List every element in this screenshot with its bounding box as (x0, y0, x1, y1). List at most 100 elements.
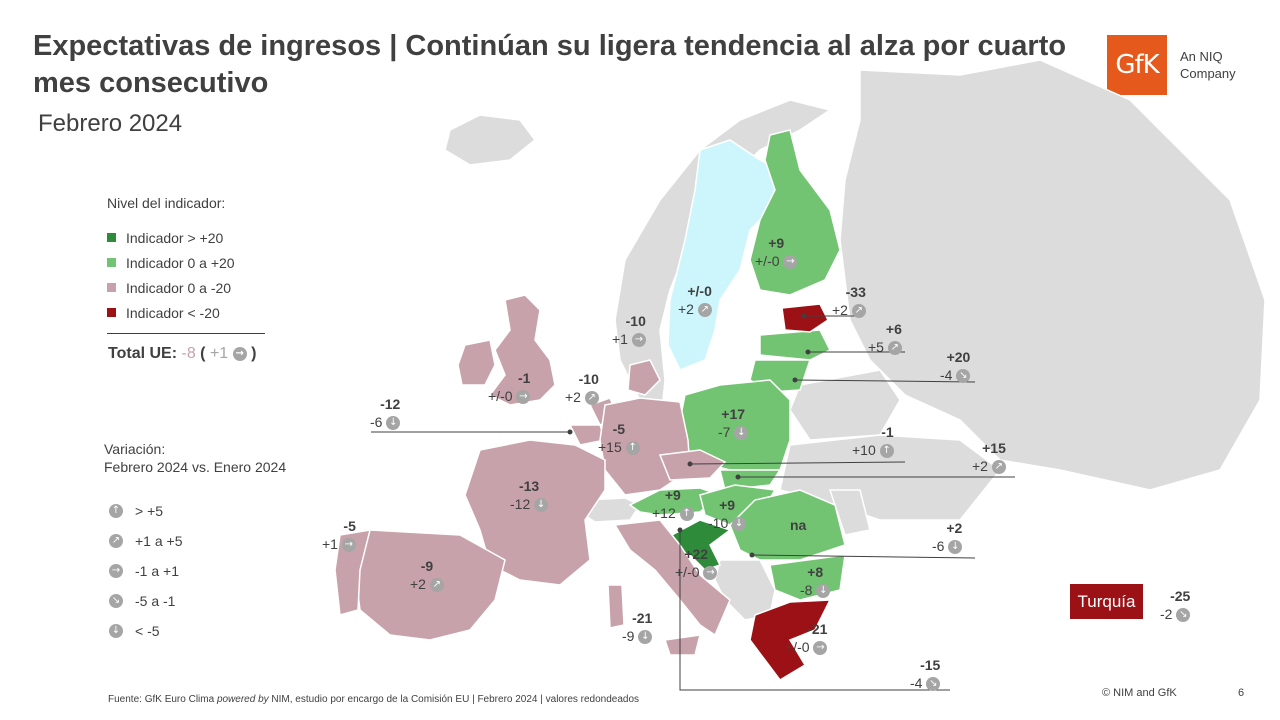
leader-romania (751, 554, 976, 559)
country-change-row: +2 ↗ (972, 457, 1006, 475)
arrow-right-icon: → (703, 566, 718, 581)
country-value: -10 (625, 313, 646, 329)
portugal-region (334, 529, 372, 616)
country-change-row: -2 ↘ (1160, 605, 1191, 623)
country-value: -15 (920, 657, 941, 673)
label-slovakia: +15 +2 ↗ (972, 439, 1006, 475)
label-portugal: -5 +1 → (322, 517, 356, 553)
country-change-row: +2 ↗ (832, 301, 866, 319)
arrow-down-icon: ↓ (816, 584, 831, 599)
country-value: +9 (664, 487, 681, 503)
total-value: -8 (181, 345, 196, 362)
uk-region (488, 294, 556, 406)
country-value: +17 (721, 406, 746, 422)
country-change-row: -4 ↘ (940, 366, 971, 384)
russia-region (839, 59, 1266, 491)
country-change-row: +12 ↑ (652, 504, 694, 522)
czechia-region (658, 449, 727, 481)
label-italy: -21 -9 ↓ (622, 609, 653, 645)
arrow-down-icon: ↓ (534, 498, 549, 513)
label-germany: -5 +15 ↑ (598, 420, 640, 456)
arrow-down-right-icon: ↘ (109, 594, 123, 608)
legend-item: Indicador 0 a -20 (107, 275, 265, 300)
country-value: +20 (946, 349, 971, 365)
legend-label: Indicador > +20 (126, 229, 224, 246)
country-change: +5 (868, 339, 884, 355)
country-value: -10 (578, 371, 599, 387)
label-lithuania: +20 -4 ↘ (940, 348, 971, 384)
country-change-row: -12 ↓ (510, 495, 549, 513)
label-turkey: -25 -2 ↘ (1160, 587, 1191, 623)
total-close-paren: ) (251, 345, 257, 362)
arrow-up-right-icon: ↗ (851, 304, 866, 319)
ireland-region (457, 339, 496, 386)
country-change: +1 (612, 331, 628, 347)
label-latvia: +6 +5 ↗ (868, 320, 902, 356)
arrow-right-icon: → (232, 346, 247, 361)
label-denmark: -10 +1 → (612, 312, 646, 348)
dot-lithuania (792, 377, 798, 383)
country-value: -25 (1170, 588, 1191, 604)
label-netherlands: -10 +2 ↗ (565, 370, 599, 406)
country-change: -12 (510, 496, 531, 512)
variation-label: -5 a -1 (135, 593, 176, 609)
arrow-right-icon: → (631, 333, 646, 348)
arrow-up-right-icon: ↗ (887, 341, 902, 356)
legend-swatch-light-green (107, 258, 116, 267)
country-change-row: -8 ↓ (800, 581, 831, 599)
turkey-box: Turquía (1070, 584, 1143, 619)
country-change-row: +1 → (322, 535, 356, 553)
country-value: -5 (612, 421, 626, 437)
country-change-row: +/-0 → (785, 638, 828, 656)
label-romania: +2 -6 ↓ (932, 519, 963, 555)
country-change: -4 (910, 675, 923, 691)
country-change-row: -9 ↓ (622, 627, 653, 645)
arrow-up-icon: ↑ (679, 507, 694, 522)
variation-item: ↓ < -5 (109, 616, 286, 646)
france-region (464, 439, 606, 586)
sicily-region (664, 634, 701, 656)
country-change-row: -6 ↓ (932, 537, 963, 555)
country-change: -10 (708, 515, 729, 531)
legend-label: Indicador 0 a -20 (126, 279, 232, 296)
country-value: -12 (380, 396, 401, 412)
country-change: +15 (598, 439, 622, 455)
variation-header-line1: Variación: (104, 441, 166, 457)
variation-label: -1 a +1 (135, 563, 179, 579)
legend-divider (107, 333, 265, 334)
logo-text: GfK (1115, 50, 1159, 80)
arrow-right-icon: → (783, 255, 798, 270)
legend-swatch-dark-red (107, 308, 116, 317)
legend-item: Indicador 0 a +20 (107, 250, 265, 275)
label-sweden: +/-0 +2 ↗ (678, 282, 712, 318)
variation-item: ↘ -5 a -1 (109, 586, 286, 616)
country-value: -5 (343, 518, 356, 534)
arrow-up-right-icon: ↗ (991, 460, 1006, 475)
arrow-up-right-icon: ↗ (697, 303, 712, 318)
dot-slovakia (735, 474, 741, 480)
dot-estonia (801, 313, 807, 319)
label-austria: +9 +12 ↑ (652, 486, 694, 522)
label-ireland: -1 +/-0 → (488, 369, 531, 405)
sardinia-region (607, 584, 625, 629)
country-change-row: -6 ↓ (370, 413, 401, 431)
country-value: -13 (518, 478, 540, 494)
variation-legend: Variación: Febrero 2024 vs. Enero 2024 ↑… (104, 440, 286, 646)
country-value: -21 (632, 610, 653, 626)
legend-swatch-dark-green (107, 233, 116, 242)
country-value: +8 (807, 564, 824, 580)
legend-swatch-pink (107, 283, 116, 292)
country-change: +2 (678, 301, 694, 317)
country-value: -1 (517, 370, 531, 386)
country-value: +22 (684, 546, 709, 562)
legend-item: Indicador > +20 (107, 225, 265, 250)
country-value: -9 (420, 558, 434, 574)
greece-region (749, 599, 832, 681)
legend-label: Indicador 0 a +20 (126, 254, 235, 271)
arrow-right-icon: → (109, 564, 123, 578)
country-change-row: +10 ↑ (852, 441, 894, 459)
country-change: +10 (852, 442, 876, 458)
country-change-row: -7 ↓ (718, 423, 749, 441)
country-value: +15 (982, 440, 1006, 456)
source-footer: Fuente: GfK Euro Clima powered by NIM, e… (108, 694, 639, 705)
